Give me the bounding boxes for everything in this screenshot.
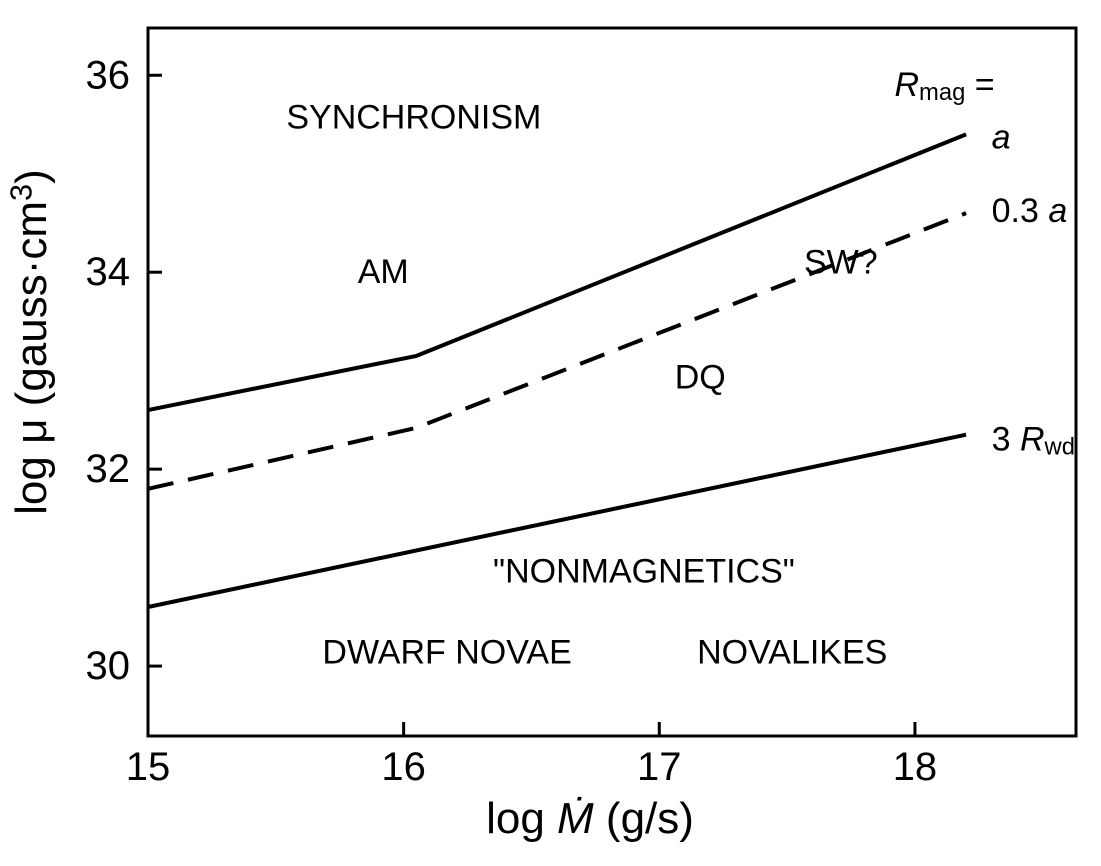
line-label: 0.3 a [992, 192, 1068, 230]
line-label: Rmag = [894, 66, 994, 105]
line-label: a [992, 118, 1011, 156]
line-label: 3 Rwd [992, 421, 1075, 460]
y-tick-label: 34 [86, 250, 131, 294]
y-axis-title: log μ (gauss·cm3) [3, 169, 56, 515]
region-label: "NONMAGNETICS" [493, 553, 795, 591]
plot-frame [146, 26, 1078, 738]
x-tick-label: 16 [381, 745, 426, 789]
x-tick-label: 15 [126, 745, 171, 789]
y-tick-label: 30 [86, 644, 131, 688]
region-label: DWARF NOVAE [322, 633, 571, 671]
region-label: AM [358, 253, 409, 291]
region-label: SYNCHRONISM [286, 99, 541, 137]
region-label: DQ [675, 359, 726, 397]
series-line-solid [147, 432, 967, 609]
x-axis-title: log Ṁ (g/s) [486, 794, 694, 843]
y-tick-label: 32 [86, 447, 131, 491]
series-line-dashed [147, 211, 967, 491]
x-tick-label: 18 [893, 745, 938, 789]
x-tick-label: 17 [637, 745, 682, 789]
series-line-solid [147, 132, 967, 413]
y-tick-label: 36 [86, 53, 131, 97]
region-label: SW? [804, 243, 878, 281]
region-label: NOVALIKES [697, 633, 887, 671]
